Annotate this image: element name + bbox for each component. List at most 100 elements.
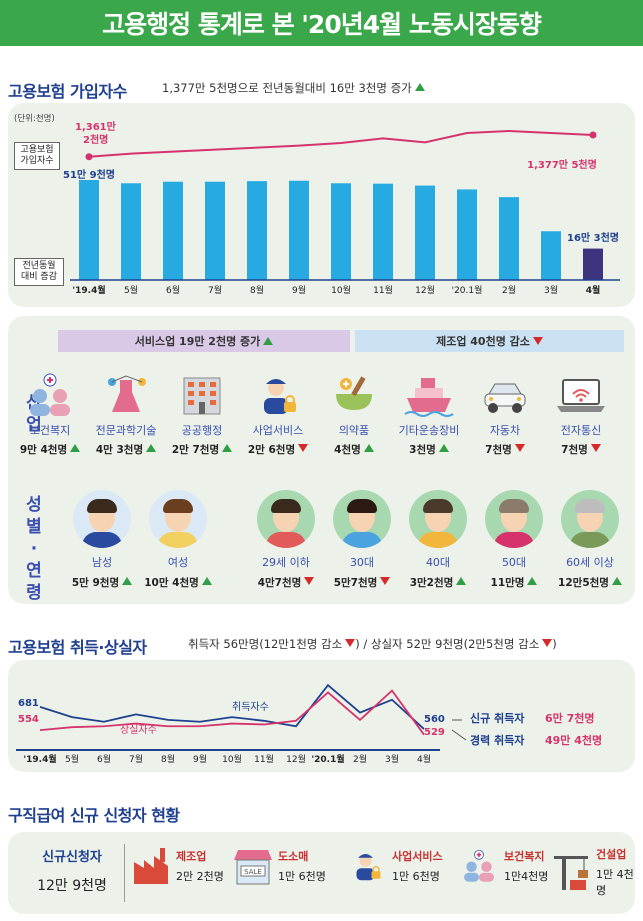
x-tick-6: 10월 [331, 284, 351, 296]
industry-value: 7천명 [539, 442, 623, 457]
increase-arrow-icon [438, 444, 449, 452]
bar-2 [163, 181, 183, 280]
industry-name: 전문과학기술 [95, 424, 157, 437]
industry-name: 전자통신 [560, 424, 602, 437]
female-avatar [149, 490, 207, 548]
age-50s-avatar [485, 490, 543, 548]
industry-value: 7천명 [463, 442, 547, 457]
benefit-text: 사업서비스 1만 6천명 [392, 848, 443, 884]
medicine-icon [326, 372, 382, 418]
benefit-item: 보건복지 1만4천명 [458, 846, 548, 886]
acq-down-arrow-icon [345, 639, 356, 647]
loss-series-label: 상실자수 [120, 724, 157, 736]
benefit-industry-name: 도소매 [278, 850, 309, 863]
new-acq-value: 6만 7천명 [545, 711, 595, 725]
flow-tick-0: '19.4월 [23, 753, 56, 765]
decrease-arrow-icon [514, 444, 525, 452]
x-tick-12: 4월 [586, 284, 601, 296]
manufacturing-band: 제조업 40천명 감소 [355, 330, 624, 352]
bar-7 [373, 183, 393, 280]
industry-item: 사업서비스 2만 6천명 [236, 372, 320, 457]
bar-series-label: 전년동월 대비 증감 [14, 258, 64, 286]
age-30s-avatar [333, 490, 391, 548]
x-tick-2: 6월 [166, 284, 180, 296]
increase-arrow-icon [456, 577, 467, 585]
demographic-name: 30대 [349, 556, 375, 569]
industry-item: 전문과학기술 4만 3천명 [84, 372, 168, 457]
industry-value: 2만 6천명 [236, 442, 320, 457]
increase-arrow-icon [146, 444, 157, 452]
benefit-text: 건설업 1만 4천명 [596, 846, 635, 898]
line-point-0 [85, 153, 93, 161]
unit-label: (단위:천명) [14, 114, 55, 124]
service-worker-icon [346, 846, 388, 886]
x-tick-3: 7월 [208, 284, 222, 296]
business-service-icon [250, 372, 306, 418]
service-up-arrow-icon [263, 337, 274, 345]
flow-tick-11: 3월 [385, 753, 399, 765]
demographic-value: 4만7천명 [246, 575, 326, 590]
bar-0 [79, 180, 99, 280]
benefit-item: SALE 도소매 1만 6천명 [232, 846, 326, 886]
industry-name: 공공행정 [181, 424, 223, 437]
benefit-text: 제조업 2만 2천명 [176, 848, 224, 884]
crane-icon [550, 852, 592, 892]
family-icon [458, 846, 500, 886]
new-acq-label: 신규 취득자 [470, 711, 525, 725]
end-acq-label: 560 [424, 714, 445, 725]
demographic-name: 남성 [91, 556, 113, 569]
industry-name: 기타운송장비 [398, 424, 460, 437]
benefit-industry-name: 보건복지 [504, 850, 545, 863]
exp-acq-label: 경력 취득자 [470, 733, 525, 747]
benefit-industry-value: 1만 6천명 [392, 870, 440, 883]
flow-tick-5: 9월 [193, 753, 207, 765]
flow-tick-6: 10월 [222, 753, 242, 765]
bar-12 [583, 248, 603, 280]
bar-first-label: 51만 9천명 [63, 168, 115, 181]
benefit-industry-value: 2만 2천명 [176, 870, 224, 883]
service-band-text: 서비스업 19만 2천명 증가 [134, 335, 261, 348]
increase-arrow-icon [70, 444, 81, 452]
benefit-total-value: 12만 9천명 [37, 878, 107, 894]
age-60plus-avatar [561, 490, 619, 548]
benefit-industry-name: 건설업 [596, 848, 627, 861]
industry-value: 4만 3천명 [84, 442, 168, 457]
bar-10 [499, 197, 519, 280]
start-acq-label: 681 [18, 698, 39, 709]
bar-1 [121, 183, 141, 280]
industry-value: 3천명 [387, 442, 471, 457]
demographic-item: 60세 이상 12만5천명 [550, 490, 630, 590]
x-tick-0: '19.4월 [72, 284, 105, 296]
x-tick-7: 11월 [373, 284, 393, 296]
increase-arrow-icon [414, 83, 425, 91]
age-40s-avatar [409, 490, 467, 548]
flow-tick-4: 8월 [161, 753, 175, 765]
demographic-value: 5만 9천명 [62, 575, 142, 590]
benefit-industry-name: 제조업 [176, 850, 207, 863]
increase-arrow-icon [122, 577, 133, 585]
demographic-name: 29세 이하 [262, 556, 310, 569]
increase-arrow-icon [611, 577, 622, 585]
demographic-value: 12만5천명 [550, 575, 630, 590]
x-tick-9: '20.1월 [452, 284, 483, 296]
acquisitions-line [39, 683, 425, 730]
industry-item: 전자통신 7천명 [539, 372, 623, 457]
flows-summary-b: ) / 상실자 52만 9천명(2만5천명 감소 [355, 637, 540, 651]
bar-last-label: 16만 3천명 [567, 231, 619, 244]
x-tick-11: 3월 [544, 284, 558, 296]
industry-item: 의약품 4천명 [312, 372, 396, 457]
manufacturing-down-arrow-icon [532, 337, 543, 345]
line-start-label: 1,361만 [75, 120, 117, 133]
demographic-item: 남성 5만 9천명 [62, 490, 142, 590]
benefit-industry-name: 사업서비스 [392, 850, 443, 863]
flow-tick-8: 12월 [286, 753, 306, 765]
demographic-label: 성별·연령 [26, 495, 42, 603]
male-avatar [73, 490, 131, 548]
x-tick-5: 9월 [292, 284, 306, 296]
bar-5 [289, 180, 309, 280]
flow-tick-1: 5월 [65, 753, 79, 765]
shop-icon: SALE [232, 846, 274, 886]
benefit-item: 사업서비스 1만 6천명 [346, 846, 443, 886]
industry-name: 사업서비스 [252, 424, 304, 437]
industry-value: 4천명 [312, 442, 396, 457]
